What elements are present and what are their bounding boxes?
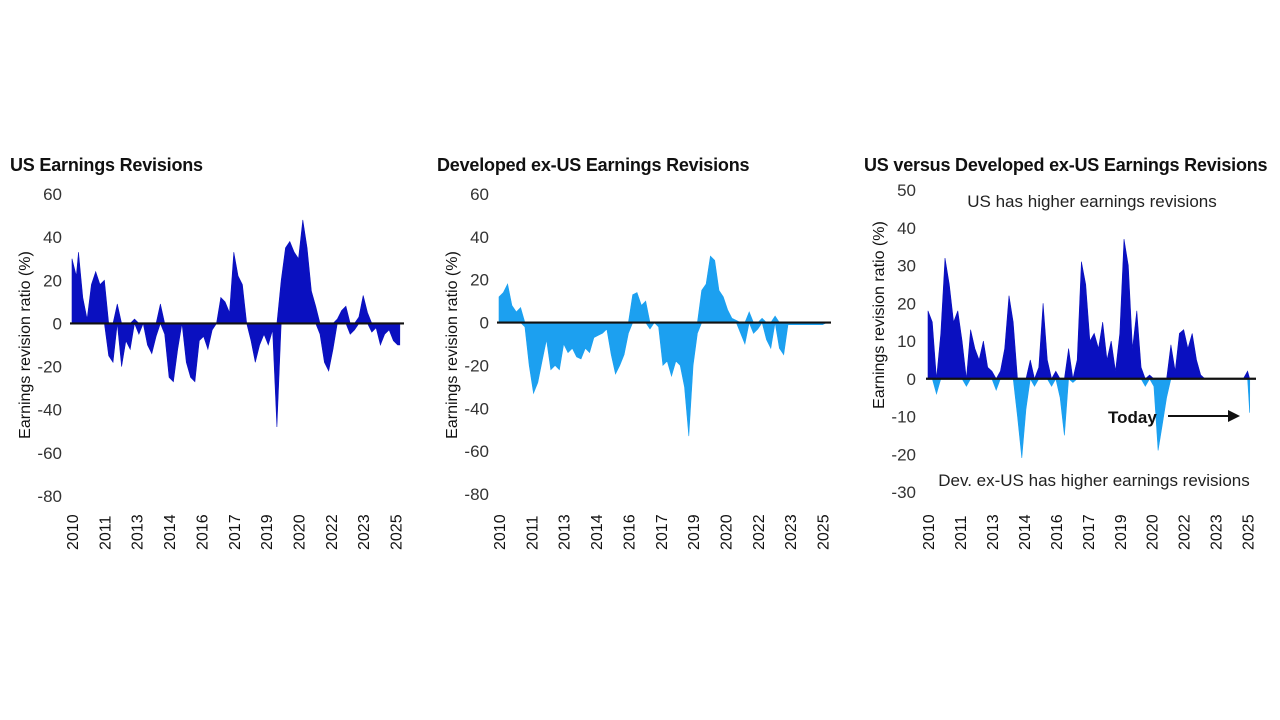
x-tick-label: 2023 [356, 514, 373, 550]
y-tick-label: -40 [464, 399, 489, 418]
y-tick-label: -60 [464, 442, 489, 461]
us-earnings-panel: US Earnings Revisions 60 40 20 0 -20 -40 -60 -8… [10, 150, 430, 570]
y-tick-label: -80 [37, 487, 62, 506]
y-tick-label: -20 [464, 356, 489, 375]
y-axis-label: Earnings revision ratio (%) [871, 221, 888, 409]
us-vs-dev-panel: US versus Developed ex-US Earnings Revis… [864, 150, 1274, 570]
x-tick-label: 2010 [921, 514, 938, 550]
x-tick-label: 2020 [291, 514, 308, 550]
dev-ex-us-earnings-panel: Developed ex-US Earnings Revisions 60 40 2… [437, 150, 857, 570]
x-tick-label: 2011 [524, 515, 541, 550]
x-tick-label: 2023 [1209, 514, 1226, 550]
x-tick-label: 2022 [1177, 514, 1194, 550]
y-tick-label: 20 [470, 271, 489, 290]
x-tick-label: 2014 [162, 514, 179, 550]
x-tick-label: 2019 [259, 514, 276, 550]
x-tick-label: 2017 [1081, 514, 1098, 550]
x-tick-label: 2020 [718, 514, 735, 550]
x-tick-label: 2016 [1049, 514, 1066, 550]
today-arrow-head [1228, 410, 1240, 422]
y-tick-label: 40 [470, 228, 489, 247]
chart-title: US versus Developed ex-US Earnings Revis… [864, 155, 1268, 175]
y-tick-label: -60 [37, 444, 62, 463]
y-tick-label: 50 [897, 181, 916, 200]
x-tick-label: 2014 [1017, 514, 1034, 550]
x-tick-label: 2016 [621, 514, 638, 550]
x-tick-label: 2022 [751, 514, 768, 550]
x-tick-label: 2016 [194, 514, 211, 550]
x-tick-label: 2011 [953, 515, 970, 550]
x-tick-label: 2013 [130, 514, 147, 550]
y-tick-label: 20 [43, 271, 62, 290]
chart-title: Developed ex-US Earnings Revisions [437, 155, 750, 175]
x-tick-label: 2025 [816, 514, 833, 550]
x-tick-label: 2014 [589, 514, 606, 550]
y-tick-label: -30 [891, 483, 916, 502]
x-tick-label: 2022 [324, 514, 341, 550]
x-tick-label: 2017 [654, 514, 671, 550]
annotation-bottom: Dev. ex-US has higher earnings revisions [938, 471, 1250, 490]
x-tick-label: 2025 [389, 514, 406, 550]
series-area-positive [927, 239, 1251, 380]
x-tick-label: 2011 [97, 515, 114, 550]
chart-title: US Earnings Revisions [10, 155, 203, 175]
series-area-positive [71, 219, 401, 324]
y-axis-label: Earnings revision ratio (%) [17, 251, 34, 439]
us-earnings-chart: 60 40 20 0 -20 -40 -60 -80 Earnings revision rat… [17, 185, 406, 550]
annotation-top: US has higher earnings revisions [967, 192, 1216, 211]
x-tick-label: 2025 [1241, 514, 1258, 550]
x-tick-label: 2020 [1145, 514, 1162, 550]
y-tick-label: 10 [897, 332, 916, 351]
x-tick-label: 2013 [985, 514, 1002, 550]
series-area-positive [498, 255, 828, 323]
y-tick-label: 30 [897, 257, 916, 276]
series-area-negative [498, 321, 828, 437]
y-tick-label: -80 [464, 485, 489, 504]
x-tick-label: 2010 [65, 514, 82, 550]
today-label: Today [1108, 408, 1157, 427]
y-tick-label: 0 [907, 370, 916, 389]
y-tick-label: 60 [470, 185, 489, 204]
y-tick-label: 0 [480, 314, 489, 333]
y-axis-label: Earnings revision ratio (%) [444, 251, 461, 439]
series-area-negative [927, 377, 1251, 459]
x-tick-label: 2019 [686, 514, 703, 550]
y-tick-label: 0 [53, 314, 62, 333]
y-tick-label: -10 [891, 408, 916, 427]
x-tick-label: 2019 [1113, 514, 1130, 550]
x-tick-label: 2010 [492, 514, 509, 550]
y-tick-label: -20 [891, 445, 916, 464]
y-tick-label: 20 [897, 294, 916, 313]
y-tick-label: 40 [897, 219, 916, 238]
dev-ex-us-earnings-chart: 60 40 20 0 -20 -40 -60 -80 Earnings revision rat… [444, 185, 833, 550]
y-tick-label: 60 [43, 185, 62, 204]
x-tick-label: 2013 [557, 514, 574, 550]
y-tick-label: -20 [37, 358, 62, 377]
series-area-negative [71, 322, 401, 428]
y-tick-label: -40 [37, 401, 62, 420]
x-tick-label: 2023 [783, 514, 800, 550]
y-tick-label: 40 [43, 228, 62, 247]
x-tick-label: 2017 [227, 514, 244, 550]
